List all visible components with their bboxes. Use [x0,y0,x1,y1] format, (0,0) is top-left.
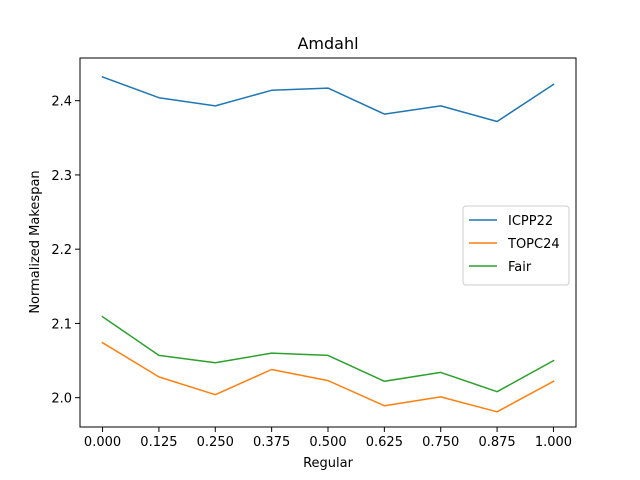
x-tick-label: 0.125 [140,435,177,450]
x-tick-label: 0.750 [422,435,459,450]
legend-label: TOPC24 [507,237,560,252]
y-tick-label: 2.4 [51,95,72,110]
series-line-topc24 [101,341,555,413]
x-axis-label: Regular [303,456,354,471]
x-tick-label: 0.500 [309,435,346,450]
x-tick-label: 0.375 [253,435,290,450]
y-axis-label: Normalized Makespan [28,170,43,313]
series-line-fair [101,315,555,393]
series-line-icpp22 [101,75,555,123]
x-tick-label: 1.000 [535,435,572,450]
legend-label: ICPP22 [508,214,553,229]
y-tick-label: 2.3 [51,169,72,184]
x-tick-label: 0.625 [366,435,403,450]
x-axis-ticks: 0.000 0.125 0.250 0.375 0.500 0.625 0.750 0.875… [84,427,572,450]
y-tick-label: 2.0 [51,392,72,407]
x-tick-label: 0.875 [478,435,515,450]
y-axis-ticks: 2.0 2.1 2.2 2.3 2.4 [51,95,80,407]
y-tick-label: 2.2 [51,243,72,258]
x-tick-label: 0.000 [84,435,121,450]
series-lines [101,75,555,413]
chart-title: Amdahl [297,34,358,53]
legend-label: Fair [508,260,532,275]
legend: ICPP22 TOPC24 Fair [462,205,570,286]
y-tick-label: 2.1 [51,317,72,332]
x-tick-label: 0.250 [197,435,234,450]
